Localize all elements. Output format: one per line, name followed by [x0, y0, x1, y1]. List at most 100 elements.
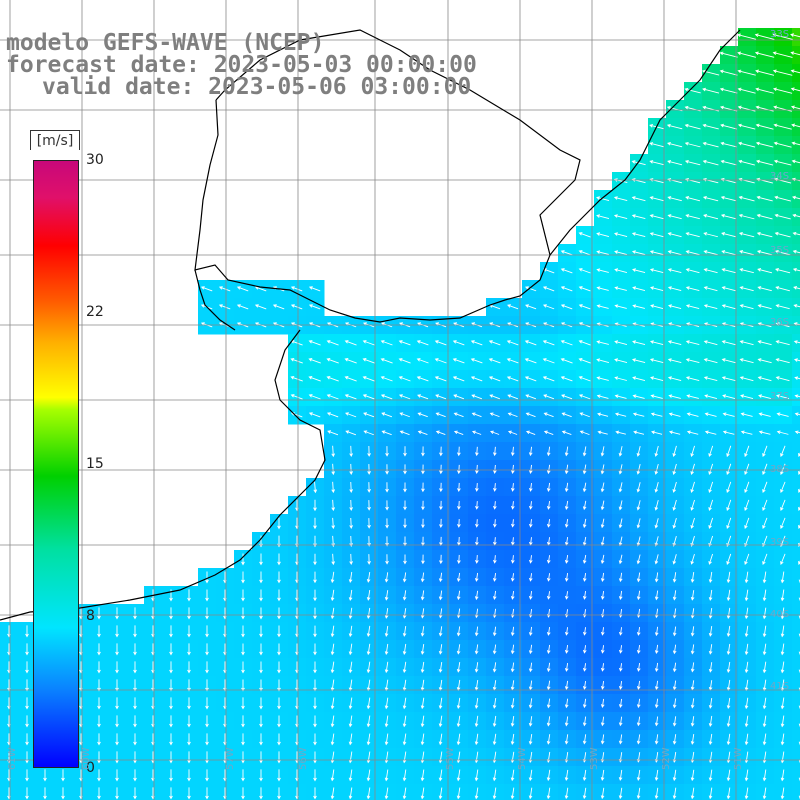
wind-arrow — [737, 51, 756, 58]
wind-arrow — [438, 661, 443, 673]
wind-arrow — [703, 232, 718, 238]
wind-arrow — [597, 430, 608, 435]
wind-arrow — [618, 500, 623, 511]
wind-arrow — [330, 571, 335, 584]
wind-arrow — [757, 286, 772, 292]
wind-arrow — [726, 553, 732, 565]
wind-arrow — [780, 787, 785, 800]
wind-arrow — [798, 741, 800, 746]
wind-arrow — [618, 464, 623, 475]
wind-arrow — [546, 787, 551, 800]
wind-arrow — [582, 446, 587, 457]
field-cell — [792, 244, 800, 263]
wind-arrow — [618, 716, 623, 727]
wind-arrow — [97, 769, 101, 782]
wind-arrow — [187, 661, 191, 674]
wind-arrow — [600, 734, 605, 745]
wind-arrow — [511, 483, 515, 492]
wind-arrow — [744, 769, 749, 782]
wind-arrow — [349, 535, 353, 547]
field-cell — [792, 190, 800, 209]
wind-arrow — [384, 697, 389, 710]
wind-arrow — [690, 571, 695, 583]
wind-arrow — [507, 394, 519, 400]
wind-arrow — [685, 214, 700, 220]
wind-arrow — [672, 572, 677, 583]
wind-arrow — [775, 304, 790, 310]
wind-arrow — [187, 589, 191, 602]
wind-arrow — [762, 751, 767, 764]
wind-arrow — [633, 430, 645, 435]
wind-arrow — [762, 571, 767, 584]
wind-arrow — [600, 663, 605, 672]
wind-arrow — [205, 769, 209, 782]
wind-arrow — [614, 412, 627, 417]
wind-arrow — [97, 733, 101, 746]
wind-arrow — [254, 304, 267, 310]
wind-arrow — [313, 643, 317, 656]
wind-arrow — [438, 769, 443, 782]
wind-arrow — [636, 590, 641, 601]
wind-arrow — [25, 661, 29, 674]
wind-arrow — [704, 394, 718, 399]
wind-arrow — [205, 661, 209, 674]
wind-arrow — [726, 643, 731, 655]
wind-arrow — [416, 358, 429, 364]
wind-arrow — [667, 268, 682, 274]
wind-arrow — [133, 733, 137, 746]
wind-arrow — [773, 87, 793, 94]
wind-arrow — [614, 286, 627, 291]
wind-arrow — [690, 590, 695, 601]
wind-arrow — [690, 662, 695, 673]
wind-arrow — [650, 412, 663, 417]
field-cell — [792, 28, 800, 47]
wind-arrow — [493, 464, 497, 474]
wind-arrow — [399, 430, 410, 436]
wind-arrow — [719, 69, 738, 76]
wind-arrow — [493, 501, 497, 510]
wind-arrow — [330, 679, 335, 692]
wind-arrow — [200, 286, 213, 292]
wind-arrow — [654, 500, 659, 511]
wind-arrow — [417, 412, 428, 418]
wind-arrow — [97, 661, 101, 674]
wind-arrow — [636, 464, 641, 475]
wind-arrow — [793, 340, 800, 344]
wind-arrow — [740, 412, 753, 417]
wind-arrow — [649, 232, 664, 238]
wind-arrow — [187, 769, 191, 782]
wind-arrow — [667, 376, 682, 382]
field-cell — [792, 154, 800, 173]
wind-arrow — [740, 394, 754, 399]
wind-arrow — [510, 590, 515, 600]
wind-arrow — [493, 483, 497, 492]
wind-arrow — [510, 662, 515, 673]
wind-arrow — [417, 430, 428, 436]
wind-arrow — [344, 394, 357, 400]
wind-arrow — [290, 304, 303, 310]
wind-arrow — [489, 394, 501, 400]
wind-arrow — [421, 464, 425, 475]
wind-arrow — [614, 394, 627, 399]
wind-arrow — [721, 268, 736, 274]
wind-arrow — [758, 394, 772, 399]
wind-arrow — [402, 661, 407, 674]
wind-arrow — [313, 499, 317, 512]
wind-arrow — [259, 607, 263, 620]
wind-arrow — [600, 464, 605, 475]
wind-arrow — [636, 536, 641, 547]
wind-arrow — [600, 787, 605, 800]
wind-arrow — [596, 286, 609, 291]
wind-arrow — [435, 394, 447, 400]
wind-arrow — [672, 463, 677, 475]
wind-arrow — [631, 232, 646, 238]
wind-arrow — [313, 733, 317, 746]
field-cell — [792, 226, 800, 245]
wind-arrow — [757, 376, 772, 382]
wind-arrow — [493, 555, 497, 564]
wind-arrow — [636, 769, 641, 781]
wind-arrow — [348, 733, 353, 746]
wind-arrow — [507, 412, 518, 418]
